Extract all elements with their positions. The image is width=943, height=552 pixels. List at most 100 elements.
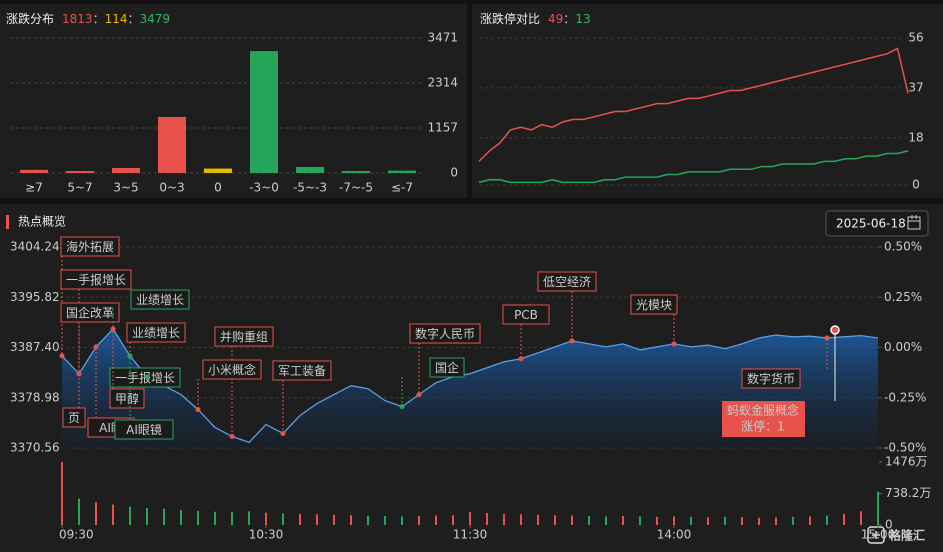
volume-bar bbox=[350, 515, 352, 525]
volume-bar bbox=[537, 514, 539, 525]
summary-flat: 114 bbox=[105, 12, 128, 26]
annotation-label: 光模块 bbox=[636, 298, 672, 312]
annotation-box bbox=[741, 368, 801, 389]
annotation-label: 甲醇 bbox=[115, 391, 139, 406]
volume-bar bbox=[486, 513, 488, 525]
x-tick-label: 10:30 bbox=[249, 528, 284, 542]
y-tick-label: 3404.24 bbox=[10, 240, 60, 254]
date-label: 2025-06-18 bbox=[836, 217, 906, 231]
volume-bar bbox=[622, 516, 624, 525]
bar bbox=[250, 51, 278, 173]
y2-tick-label: 0.25% bbox=[884, 290, 922, 304]
annotation-box bbox=[60, 269, 132, 290]
panel-title: 涨跌停对比 49：13 bbox=[480, 11, 591, 26]
brand: 格隆汇 bbox=[889, 528, 925, 543]
x-tick-label: 09:30 bbox=[59, 528, 94, 542]
volume-bar bbox=[673, 516, 675, 525]
y2-tick-label: -0.25% bbox=[884, 390, 926, 404]
annotation-box bbox=[109, 388, 145, 409]
y-tick-label: 2314 bbox=[427, 76, 458, 90]
volume-bar bbox=[520, 514, 522, 525]
annotation-label: 数字货币 bbox=[747, 371, 795, 386]
volume-bar bbox=[775, 517, 777, 525]
y2-tick-label: -0.50% bbox=[884, 441, 926, 455]
volume-bar bbox=[299, 513, 301, 525]
x-tick-label: 14:00 bbox=[657, 528, 692, 542]
bar bbox=[66, 171, 94, 173]
volume-bar bbox=[418, 516, 420, 525]
y-tick-label: 18 bbox=[908, 130, 923, 144]
annotation-dot bbox=[76, 371, 82, 377]
y-tick-label: 3378.98 bbox=[10, 390, 60, 404]
volume-bar bbox=[469, 512, 471, 525]
volume-bar bbox=[163, 508, 165, 525]
volume-bar bbox=[707, 517, 709, 525]
separator: ： bbox=[563, 12, 575, 26]
brand-logo bbox=[867, 526, 885, 544]
y2-tick-label: 0.00% bbox=[884, 340, 922, 354]
annotation-label: AI眼镜 bbox=[126, 422, 162, 437]
volume-bar bbox=[588, 516, 590, 525]
x-tick-label: 3~5 bbox=[113, 181, 138, 195]
volume-bar bbox=[95, 501, 97, 525]
annotation-label: 小米概念 bbox=[208, 362, 256, 377]
volume-bar bbox=[265, 512, 267, 525]
annotation-label: 并购重组 bbox=[220, 329, 268, 344]
x-tick-label: 5~7 bbox=[67, 181, 92, 195]
annotation-dot bbox=[127, 353, 133, 359]
volume-bar bbox=[384, 516, 386, 525]
volume-bar bbox=[843, 513, 845, 525]
annotation-dot bbox=[59, 353, 65, 359]
series-line bbox=[478, 150, 909, 184]
x-tick-label: 15:00 bbox=[861, 528, 896, 542]
volume-bar bbox=[503, 513, 505, 525]
annotation-label: PCB bbox=[514, 308, 538, 322]
volume-bar bbox=[605, 516, 607, 525]
y-tick-label: 0 bbox=[912, 178, 920, 192]
annotation-box bbox=[62, 407, 86, 428]
calendar-icon bbox=[907, 215, 921, 230]
volume-bar bbox=[571, 515, 573, 525]
volume-bar bbox=[231, 512, 233, 525]
title-accent bbox=[6, 215, 9, 229]
volume-tick-label: 0 bbox=[885, 518, 893, 532]
annotation-box bbox=[429, 357, 465, 378]
y-tick-label: 0 bbox=[450, 166, 458, 180]
title-text: 涨跌分布 bbox=[6, 11, 54, 26]
annotation-box bbox=[214, 326, 274, 347]
annotation-label: 业绩增长 bbox=[132, 326, 180, 340]
annotation-dot bbox=[569, 338, 575, 344]
panel bbox=[472, 4, 943, 198]
volume-bar bbox=[860, 511, 862, 525]
annotation-box bbox=[537, 271, 597, 292]
summary-down: 3479 bbox=[140, 12, 171, 26]
x-tick-label: 11:30 bbox=[453, 528, 488, 542]
annotation-dot bbox=[93, 344, 99, 350]
volume-bar bbox=[282, 513, 284, 525]
annotation-box bbox=[409, 323, 481, 344]
date-picker[interactable] bbox=[825, 210, 929, 237]
x-tick-label: -7~-5 bbox=[339, 181, 373, 195]
volume-bar bbox=[724, 516, 726, 525]
volume-bar bbox=[877, 491, 879, 525]
x-tick-label: ≤-7 bbox=[391, 181, 413, 195]
x-tick-label: 0 bbox=[214, 181, 222, 195]
volume-bar bbox=[112, 504, 114, 525]
highlight-sub: 涨停：1 bbox=[741, 419, 785, 434]
volume-bar bbox=[639, 516, 641, 525]
volume-bar bbox=[452, 515, 454, 525]
summary-up: 49 bbox=[548, 12, 563, 26]
volume-bar bbox=[554, 515, 556, 525]
annotation-box bbox=[130, 289, 190, 310]
bar bbox=[20, 169, 48, 173]
volume-bar bbox=[214, 511, 216, 525]
annotation-dot bbox=[518, 356, 524, 362]
volume-bar bbox=[78, 498, 80, 525]
y-tick-label: 56 bbox=[908, 31, 923, 45]
annotation-box bbox=[502, 304, 550, 325]
highlight-dot bbox=[830, 325, 840, 335]
y-tick-label: 1157 bbox=[427, 121, 458, 135]
highlight-box bbox=[722, 401, 805, 437]
volume-bar bbox=[248, 511, 250, 525]
